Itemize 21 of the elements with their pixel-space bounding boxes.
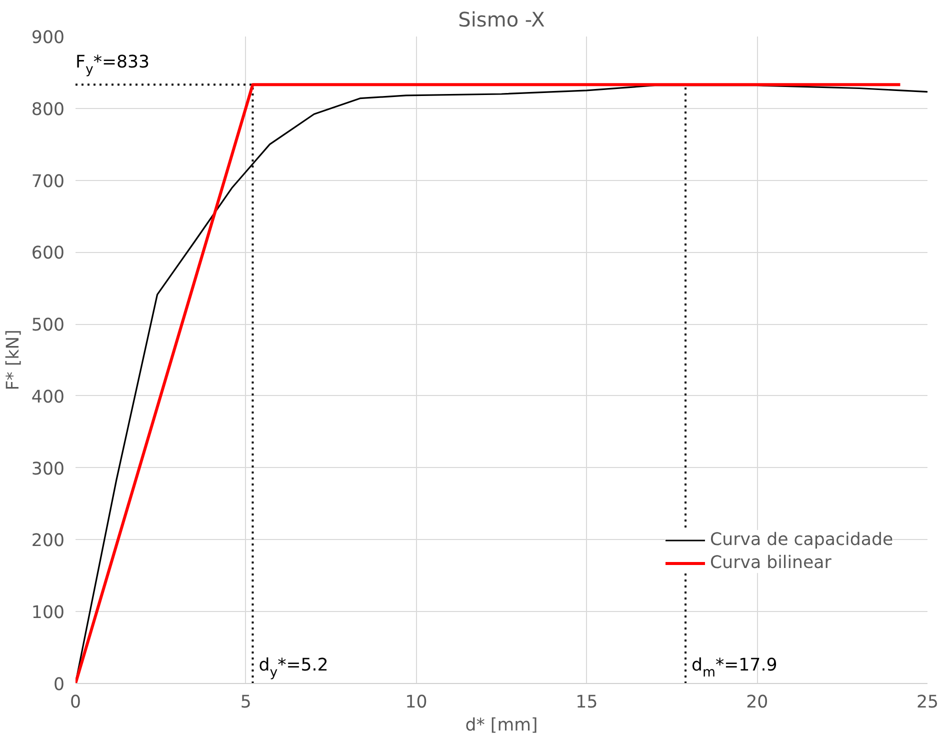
y-tick-label: 200: [31, 531, 65, 552]
y-tick-label: 800: [31, 100, 65, 120]
y-tick-label: 700: [31, 172, 65, 192]
y-axis-title: F* [kN]: [3, 330, 24, 390]
y-tick-label: 100: [31, 603, 65, 624]
y-tick-label: 400: [31, 387, 65, 408]
x-tick-label: 5: [240, 692, 252, 712]
legend-label: Curva de capacidade: [710, 530, 894, 550]
y-tick-label: 900: [31, 28, 65, 48]
x-tick-label: 20: [746, 692, 768, 712]
x-tick-label: 0: [70, 692, 82, 712]
x-axis-title: d* [mm]: [465, 716, 538, 736]
x-tick-label: 10: [405, 692, 428, 712]
chart-title: Sismo -X: [458, 8, 546, 32]
y-tick-label: 300: [31, 459, 65, 480]
y-tick-label: 600: [31, 244, 65, 264]
legend-label: Curva bilinear: [710, 553, 832, 573]
y-tick-label: 0: [53, 675, 65, 695]
x-tick-label: 15: [576, 692, 598, 712]
x-tick-label: 25: [916, 692, 939, 712]
y-tick-label: 500: [31, 316, 65, 336]
